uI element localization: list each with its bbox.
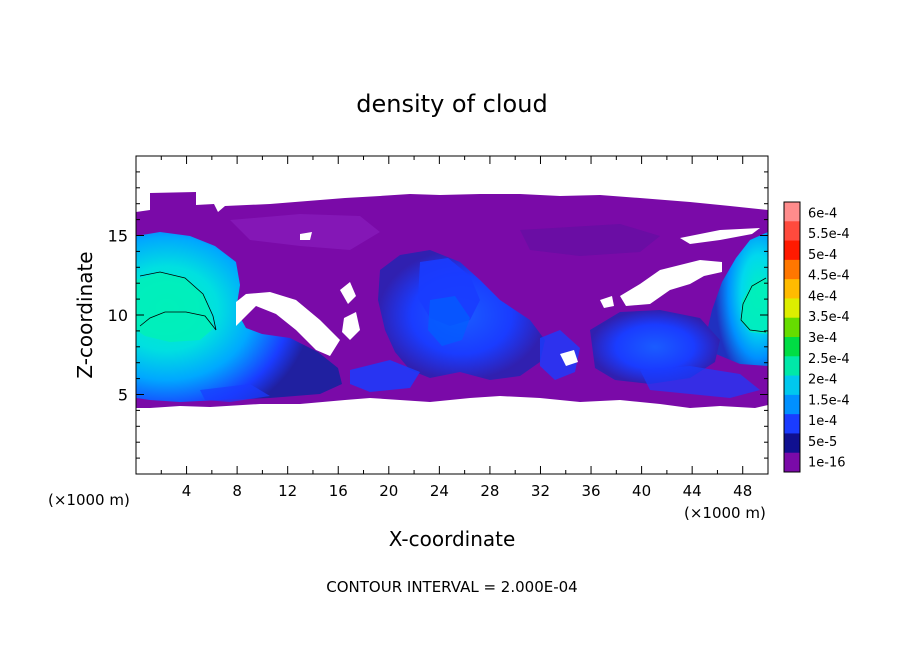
colorbar-frame [783, 201, 801, 473]
low-blue-streak [350, 360, 420, 392]
x-tick-label: 12 [278, 482, 297, 500]
colorbar-swatch [784, 375, 800, 396]
colorbar-swatch [784, 356, 800, 377]
y-axis: 5 10 15 [108, 171, 768, 459]
colorbar-label: 2.5e-4 [808, 352, 850, 367]
x-tick-label: 48 [733, 482, 752, 500]
colorbar-label: 6e-4 [808, 206, 837, 221]
cloud-gap [680, 228, 760, 244]
cloud-band [520, 224, 660, 256]
cloud-gap [342, 312, 360, 340]
y-tick-label: 15 [108, 227, 128, 246]
x-tick-label: 36 [581, 482, 600, 500]
y-axis-title: Z-coordinate [73, 251, 97, 378]
x-unit-right: (×1000 m) [684, 504, 766, 522]
x-tick-label: 28 [480, 482, 499, 500]
contour-line [139, 271, 217, 331]
central-blue-region [428, 296, 470, 346]
left-core-peak [136, 272, 214, 342]
x-axis: 4 8 12 16 20 24 28 32 36 40 44 48 [160, 156, 752, 500]
colorbar-swatch [784, 317, 800, 338]
colorbar-swatch [784, 337, 800, 357]
x-axis-title: X-coordinate [389, 527, 516, 551]
colorbar-label: 5e-5 [808, 435, 837, 450]
colorbar-label: 5.5e-4 [808, 227, 850, 242]
colorbar-swatch [784, 394, 800, 415]
colorbar-label: 1.5e-4 [808, 393, 850, 408]
colorbar-swatch [784, 240, 800, 261]
x-tick-label: 8 [232, 482, 242, 500]
colorbar-swatch [784, 452, 800, 473]
y-tick-label: 5 [118, 386, 128, 405]
colorbar-label: 1e-16 [808, 456, 846, 471]
colorbar: 6e-4 5.5e-4 5e-4 4.5e-4 4e-4 3.5e-4 3e-4 2.5e-4… [783, 201, 850, 473]
cloud-band [230, 214, 380, 250]
colorbar-label: 1e-4 [808, 414, 837, 429]
x-tick-label: 16 [329, 482, 348, 500]
colorbar-swatch [784, 259, 800, 280]
colorbar-swatch [784, 414, 800, 434]
colorbar-label: 3e-4 [808, 331, 837, 346]
colorbar-label: 2e-4 [808, 373, 837, 388]
x-unit-left: (×1000 m) [48, 491, 130, 509]
x-tick-label: 20 [379, 482, 398, 500]
colorbar-swatch [784, 279, 800, 299]
plot-field [136, 192, 768, 408]
right-blue-region [540, 330, 580, 380]
contour-interval-note: CONTOUR INTERVAL = 2.000E-04 [326, 578, 577, 596]
cloud-gap [560, 350, 578, 366]
x-tick-label: 24 [430, 482, 449, 500]
colorbar-swatch [784, 221, 800, 242]
x-tick-label: 4 [182, 482, 192, 500]
cloud-gap [600, 296, 614, 308]
cloud-gap [236, 292, 340, 356]
colorbar-swatch [784, 433, 800, 454]
colorbar-swatch [784, 298, 800, 319]
colorbar-label: 5e-4 [808, 248, 837, 263]
colorbar-swatch [784, 202, 800, 222]
cloud-gap [620, 260, 722, 306]
chart-title: density of cloud [356, 90, 547, 118]
cloud-gap [300, 232, 312, 240]
colorbar-label: 3.5e-4 [808, 310, 850, 325]
cloud-gap [340, 282, 356, 304]
colorbar-label: 4.5e-4 [808, 269, 850, 284]
y-tick-label: 10 [108, 306, 128, 325]
right-core-peak [740, 278, 768, 334]
low-blue-streak [200, 384, 270, 402]
x-tick-label: 44 [683, 482, 702, 500]
right-blue-region [590, 310, 720, 384]
right-core-region [706, 232, 768, 366]
colorbar-label: 4e-4 [808, 289, 837, 304]
x-tick-label: 40 [632, 482, 651, 500]
low-blue-streak [640, 366, 760, 398]
contour-line [740, 277, 767, 333]
x-tick-label: 32 [531, 482, 550, 500]
